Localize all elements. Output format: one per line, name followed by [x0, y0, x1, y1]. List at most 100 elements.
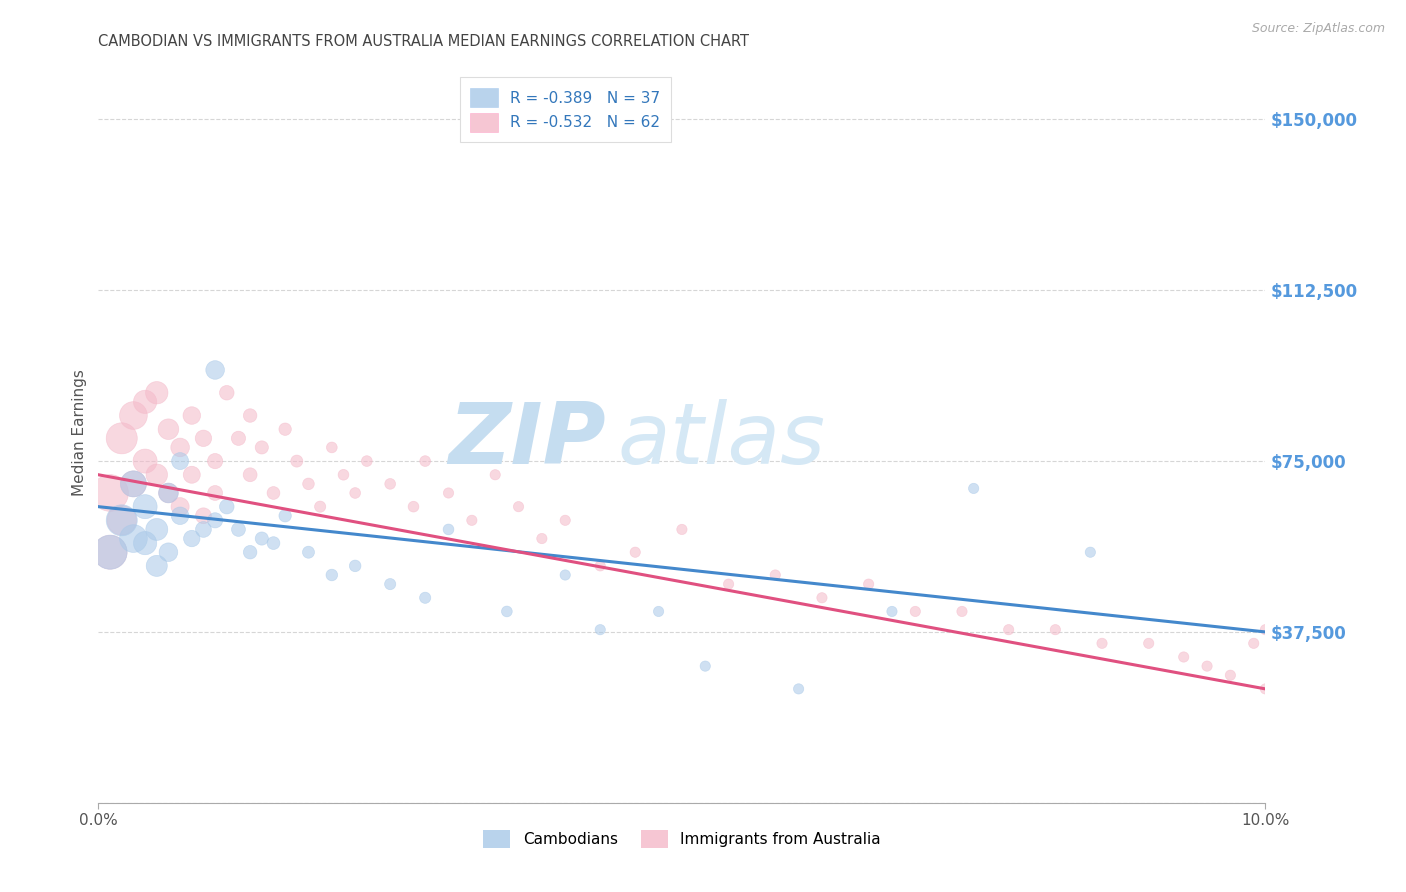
Point: [787, 681, 810, 696]
Point: [180, 532, 202, 546]
Point: [484, 467, 506, 482]
Point: [811, 591, 834, 605]
Point: [671, 523, 693, 537]
Point: [1173, 650, 1195, 665]
Point: [193, 523, 215, 537]
Point: [180, 409, 202, 423]
Text: Source: ZipAtlas.com: Source: ZipAtlas.com: [1251, 22, 1385, 36]
Point: [98, 486, 121, 500]
Point: [508, 500, 530, 514]
Point: [204, 454, 226, 468]
Point: [589, 558, 612, 573]
Point: [146, 467, 169, 482]
Point: [239, 409, 262, 423]
Point: [717, 577, 740, 591]
Point: [1091, 636, 1114, 650]
Point: [695, 659, 717, 673]
Point: [309, 500, 332, 514]
Point: [122, 532, 145, 546]
Point: [215, 500, 238, 514]
Y-axis label: Median Earnings: Median Earnings: [72, 369, 87, 496]
Point: [356, 454, 378, 468]
Point: [1080, 545, 1102, 559]
Point: [437, 486, 460, 500]
Point: [647, 604, 669, 618]
Point: [169, 441, 191, 455]
Point: [624, 545, 647, 559]
Point: [344, 558, 367, 573]
Point: [122, 476, 145, 491]
Point: [98, 545, 121, 559]
Point: [111, 513, 134, 527]
Point: [250, 532, 273, 546]
Point: [763, 568, 786, 582]
Point: [589, 623, 612, 637]
Point: [321, 441, 343, 455]
Point: [950, 604, 973, 618]
Point: [204, 363, 226, 377]
Point: [98, 545, 121, 559]
Point: [193, 508, 215, 523]
Point: [262, 536, 284, 550]
Point: [880, 604, 903, 618]
Point: [134, 500, 156, 514]
Point: [1045, 623, 1067, 637]
Point: [262, 486, 284, 500]
Point: [344, 486, 367, 500]
Point: [228, 431, 250, 445]
Text: CAMBODIAN VS IMMIGRANTS FROM AUSTRALIA MEDIAN EARNINGS CORRELATION CHART: CAMBODIAN VS IMMIGRANTS FROM AUSTRALIA M…: [98, 34, 749, 49]
Point: [274, 422, 297, 436]
Point: [321, 568, 343, 582]
Point: [146, 558, 169, 573]
Text: ZIP: ZIP: [449, 399, 606, 482]
Point: [169, 500, 191, 514]
Point: [239, 545, 262, 559]
Point: [215, 385, 238, 400]
Point: [332, 467, 354, 482]
Point: [1254, 623, 1277, 637]
Point: [437, 523, 460, 537]
Point: [297, 476, 319, 491]
Point: [157, 486, 180, 500]
Point: [1219, 668, 1241, 682]
Point: [461, 513, 484, 527]
Point: [554, 513, 576, 527]
Point: [157, 486, 180, 500]
Point: [134, 454, 156, 468]
Point: [111, 431, 134, 445]
Point: [997, 623, 1019, 637]
Point: [858, 577, 880, 591]
Point: [134, 536, 156, 550]
Point: [274, 508, 297, 523]
Point: [962, 482, 984, 496]
Point: [157, 545, 180, 559]
Point: [285, 454, 308, 468]
Point: [297, 545, 319, 559]
Point: [904, 604, 927, 618]
Point: [496, 604, 519, 618]
Point: [402, 500, 425, 514]
Point: [122, 409, 145, 423]
Point: [169, 454, 191, 468]
Point: [1195, 659, 1218, 673]
Point: [193, 431, 215, 445]
Point: [111, 513, 134, 527]
Point: [204, 513, 226, 527]
Point: [380, 577, 402, 591]
Point: [122, 476, 145, 491]
Point: [554, 568, 576, 582]
Point: [146, 385, 169, 400]
Point: [1243, 636, 1265, 650]
Point: [1137, 636, 1160, 650]
Point: [1254, 681, 1277, 696]
Point: [413, 454, 436, 468]
Point: [169, 508, 191, 523]
Point: [380, 476, 402, 491]
Point: [250, 441, 273, 455]
Point: [204, 486, 226, 500]
Point: [239, 467, 262, 482]
Point: [146, 523, 169, 537]
Text: atlas: atlas: [617, 399, 825, 482]
Point: [413, 591, 436, 605]
Legend: Cambodians, Immigrants from Australia: Cambodians, Immigrants from Australia: [477, 823, 887, 855]
